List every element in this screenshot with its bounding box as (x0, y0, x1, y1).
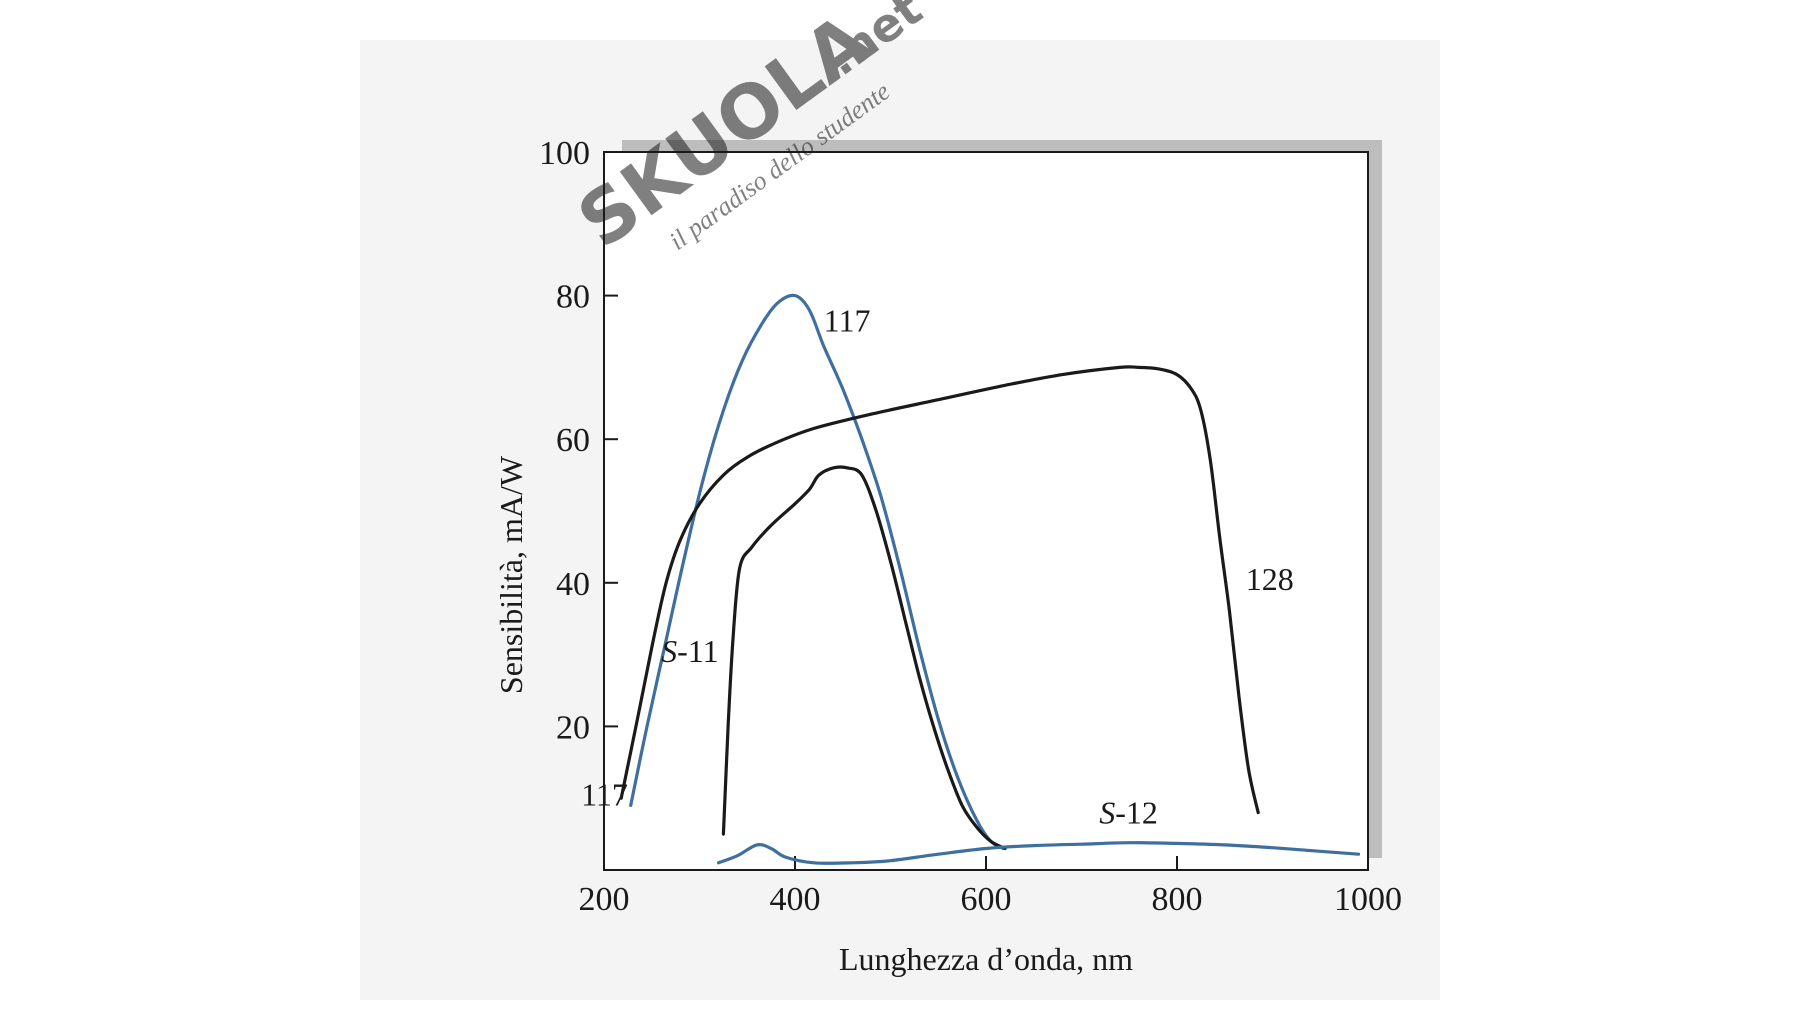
curve-label: S-12 (1099, 794, 1158, 830)
x-tick-label: 800 (1152, 881, 1203, 918)
y-tick-label: 60 (556, 422, 590, 459)
x-tick-label: 1000 (1334, 881, 1402, 918)
series-line-128 (619, 365, 1260, 815)
y-axis-label: Sensibilità, mA/W (493, 455, 529, 694)
series-line-s-12 (717, 841, 1361, 865)
y-tick-label: 40 (556, 566, 590, 603)
y-tick-label: 100 (539, 135, 590, 172)
tick-labels: 200 400 600 800 1000 20 40 60 80 100 (539, 135, 1402, 918)
x-tick-label: 200 (579, 881, 630, 918)
y-tick-label: 80 (556, 279, 590, 316)
curve-label: 117 (581, 776, 628, 812)
y-tick-label: 20 (556, 709, 590, 746)
x-axis-label: Lunghezza d’onda, nm (839, 941, 1133, 977)
series-line-117 (629, 293, 1005, 851)
curve-label: 117 (824, 303, 871, 339)
curve-label: 128 (1246, 561, 1294, 597)
series-line-s-11 (721, 465, 1007, 851)
x-tick-label: 600 (961, 881, 1012, 918)
curve-label: S-11 (661, 633, 718, 669)
axis-ticks (604, 294, 1178, 870)
x-tick-label: 400 (770, 881, 821, 918)
curve-labels: 117 117 128 S-11 S-12 (581, 303, 1294, 831)
plot-frame (603, 151, 1369, 871)
data-curves (619, 293, 1361, 865)
